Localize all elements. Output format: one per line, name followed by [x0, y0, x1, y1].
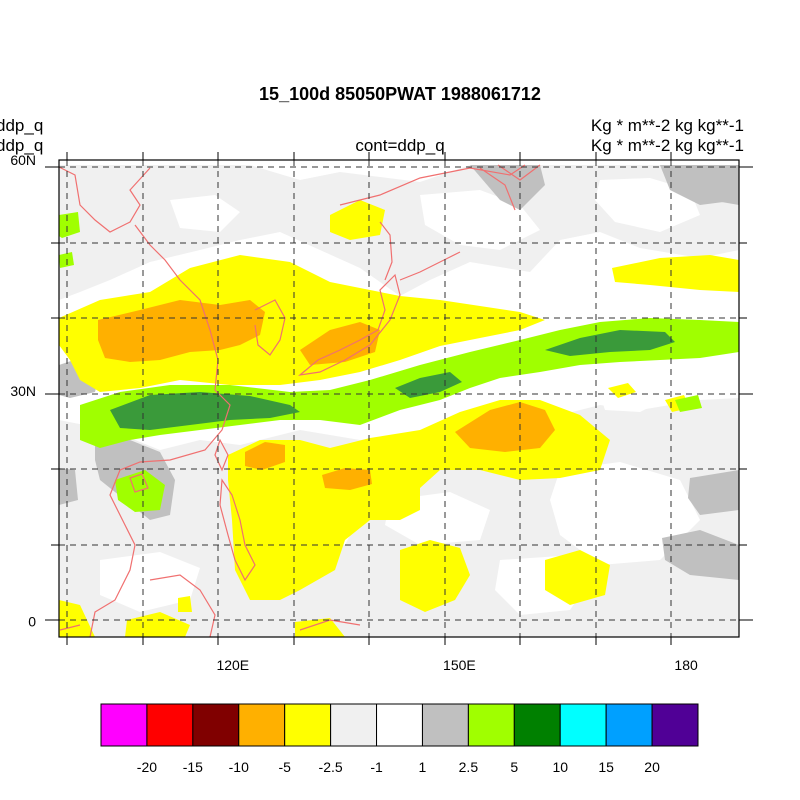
colorbar-swatch [559, 703, 607, 747]
coastline-asia [59, 166, 231, 637]
colorbar-label: -2.5 [319, 759, 343, 775]
contour-region [59, 468, 78, 505]
colorbar-label: -10 [229, 759, 249, 775]
contour-region [688, 470, 739, 515]
colorbar-swatch [651, 703, 699, 747]
left-string-1: ddp_q [0, 116, 44, 135]
coastline-kamchatka [497, 164, 541, 181]
axis-ticks [45, 152, 753, 645]
colorbar-label: -15 [183, 759, 203, 775]
y-tick-label: 30N [10, 383, 36, 399]
coastline-hainan [129, 473, 149, 493]
grid-lines [59, 160, 739, 637]
colorbar-swatch [376, 703, 423, 747]
right-string-2: Kg * m**-2 kg kg**-1 [590, 136, 744, 155]
contour-region [110, 392, 300, 430]
contour-region [98, 300, 265, 362]
colorbar-label: -20 [137, 759, 157, 775]
y-tick-label: 60N [10, 152, 36, 168]
colorbar-label: -5 [278, 759, 291, 775]
coastlines [59, 164, 541, 637]
coastline-japan [297, 273, 401, 376]
contour-region [455, 402, 555, 452]
x-tick-label: 120E [216, 657, 249, 673]
contour-region [470, 165, 545, 210]
colorbar-swatch [421, 703, 469, 747]
colorbar-swatch [467, 703, 515, 747]
colorbar-swatch [192, 703, 240, 747]
contour-region [322, 468, 372, 490]
colorbar [100, 703, 699, 747]
contour-region [400, 540, 470, 612]
y-tick-label: 0 [28, 614, 36, 630]
contour-region [178, 596, 192, 612]
colorbar-label: 2.5 [459, 759, 479, 775]
plot-frame [58, 159, 740, 638]
coastline-korea [254, 299, 286, 356]
contour-region [600, 392, 660, 412]
colorbar-label: 15 [598, 759, 614, 775]
contour-region [395, 372, 462, 398]
x-tick-label: 150E [443, 657, 476, 673]
x-tick-label: 180 [674, 657, 698, 673]
center-string: cont=ddp_q [355, 136, 445, 155]
contour-region [125, 612, 190, 637]
contour-fill-layer [59, 160, 739, 637]
colorbar-label: -1 [370, 759, 383, 775]
contour-region [170, 195, 240, 232]
contour-region [245, 442, 285, 470]
coastline-kuril [399, 251, 461, 281]
contour-region [545, 550, 610, 605]
left-string-2: ddp_q [0, 136, 44, 155]
contour-region [100, 552, 200, 612]
contour-region [330, 200, 385, 240]
colorbar-swatch [238, 703, 286, 747]
contour-region [59, 255, 545, 392]
contour-region [300, 322, 380, 365]
colorbar-label: 1 [419, 759, 427, 775]
coastline-taiwan [214, 438, 229, 472]
contour-region [612, 255, 739, 292]
coastline-philippines [219, 478, 256, 582]
colorbar-swatch [605, 703, 653, 747]
contour-region [59, 165, 739, 300]
coastline-sakhalin [379, 221, 393, 281]
colorbar-swatch [330, 703, 378, 747]
colorbar-label: 5 [510, 759, 518, 775]
contour-region [662, 530, 739, 580]
colorbar-swatch [100, 703, 148, 747]
axis-labels: 120E 150E 180 60N 30N 0 [10, 152, 698, 673]
colorbar-label: 10 [552, 759, 568, 775]
contour-dark-green [110, 330, 675, 430]
colorbar-labels: -20 -15 -10 -5 -2.5 -1 1 2.5 5 10 15 20 [137, 759, 660, 775]
colorbar-swatch [146, 703, 194, 747]
plot-title: 15_100d 85050PWAT 1988061712 [259, 84, 541, 104]
contour-orange [98, 300, 555, 490]
contour-region [545, 330, 675, 356]
contour-region [675, 395, 702, 412]
right-string-1: Kg * m**-2 kg kg**-1 [590, 116, 744, 135]
colorbar-label: 20 [644, 759, 660, 775]
contour-region [59, 212, 80, 238]
colorbar-swatch [513, 703, 561, 747]
colorbar-swatch [284, 703, 332, 747]
contour-region [295, 618, 345, 637]
contour-region [700, 172, 739, 205]
coastline-new-guinea [299, 619, 361, 631]
coastline-borneo [59, 574, 216, 637]
